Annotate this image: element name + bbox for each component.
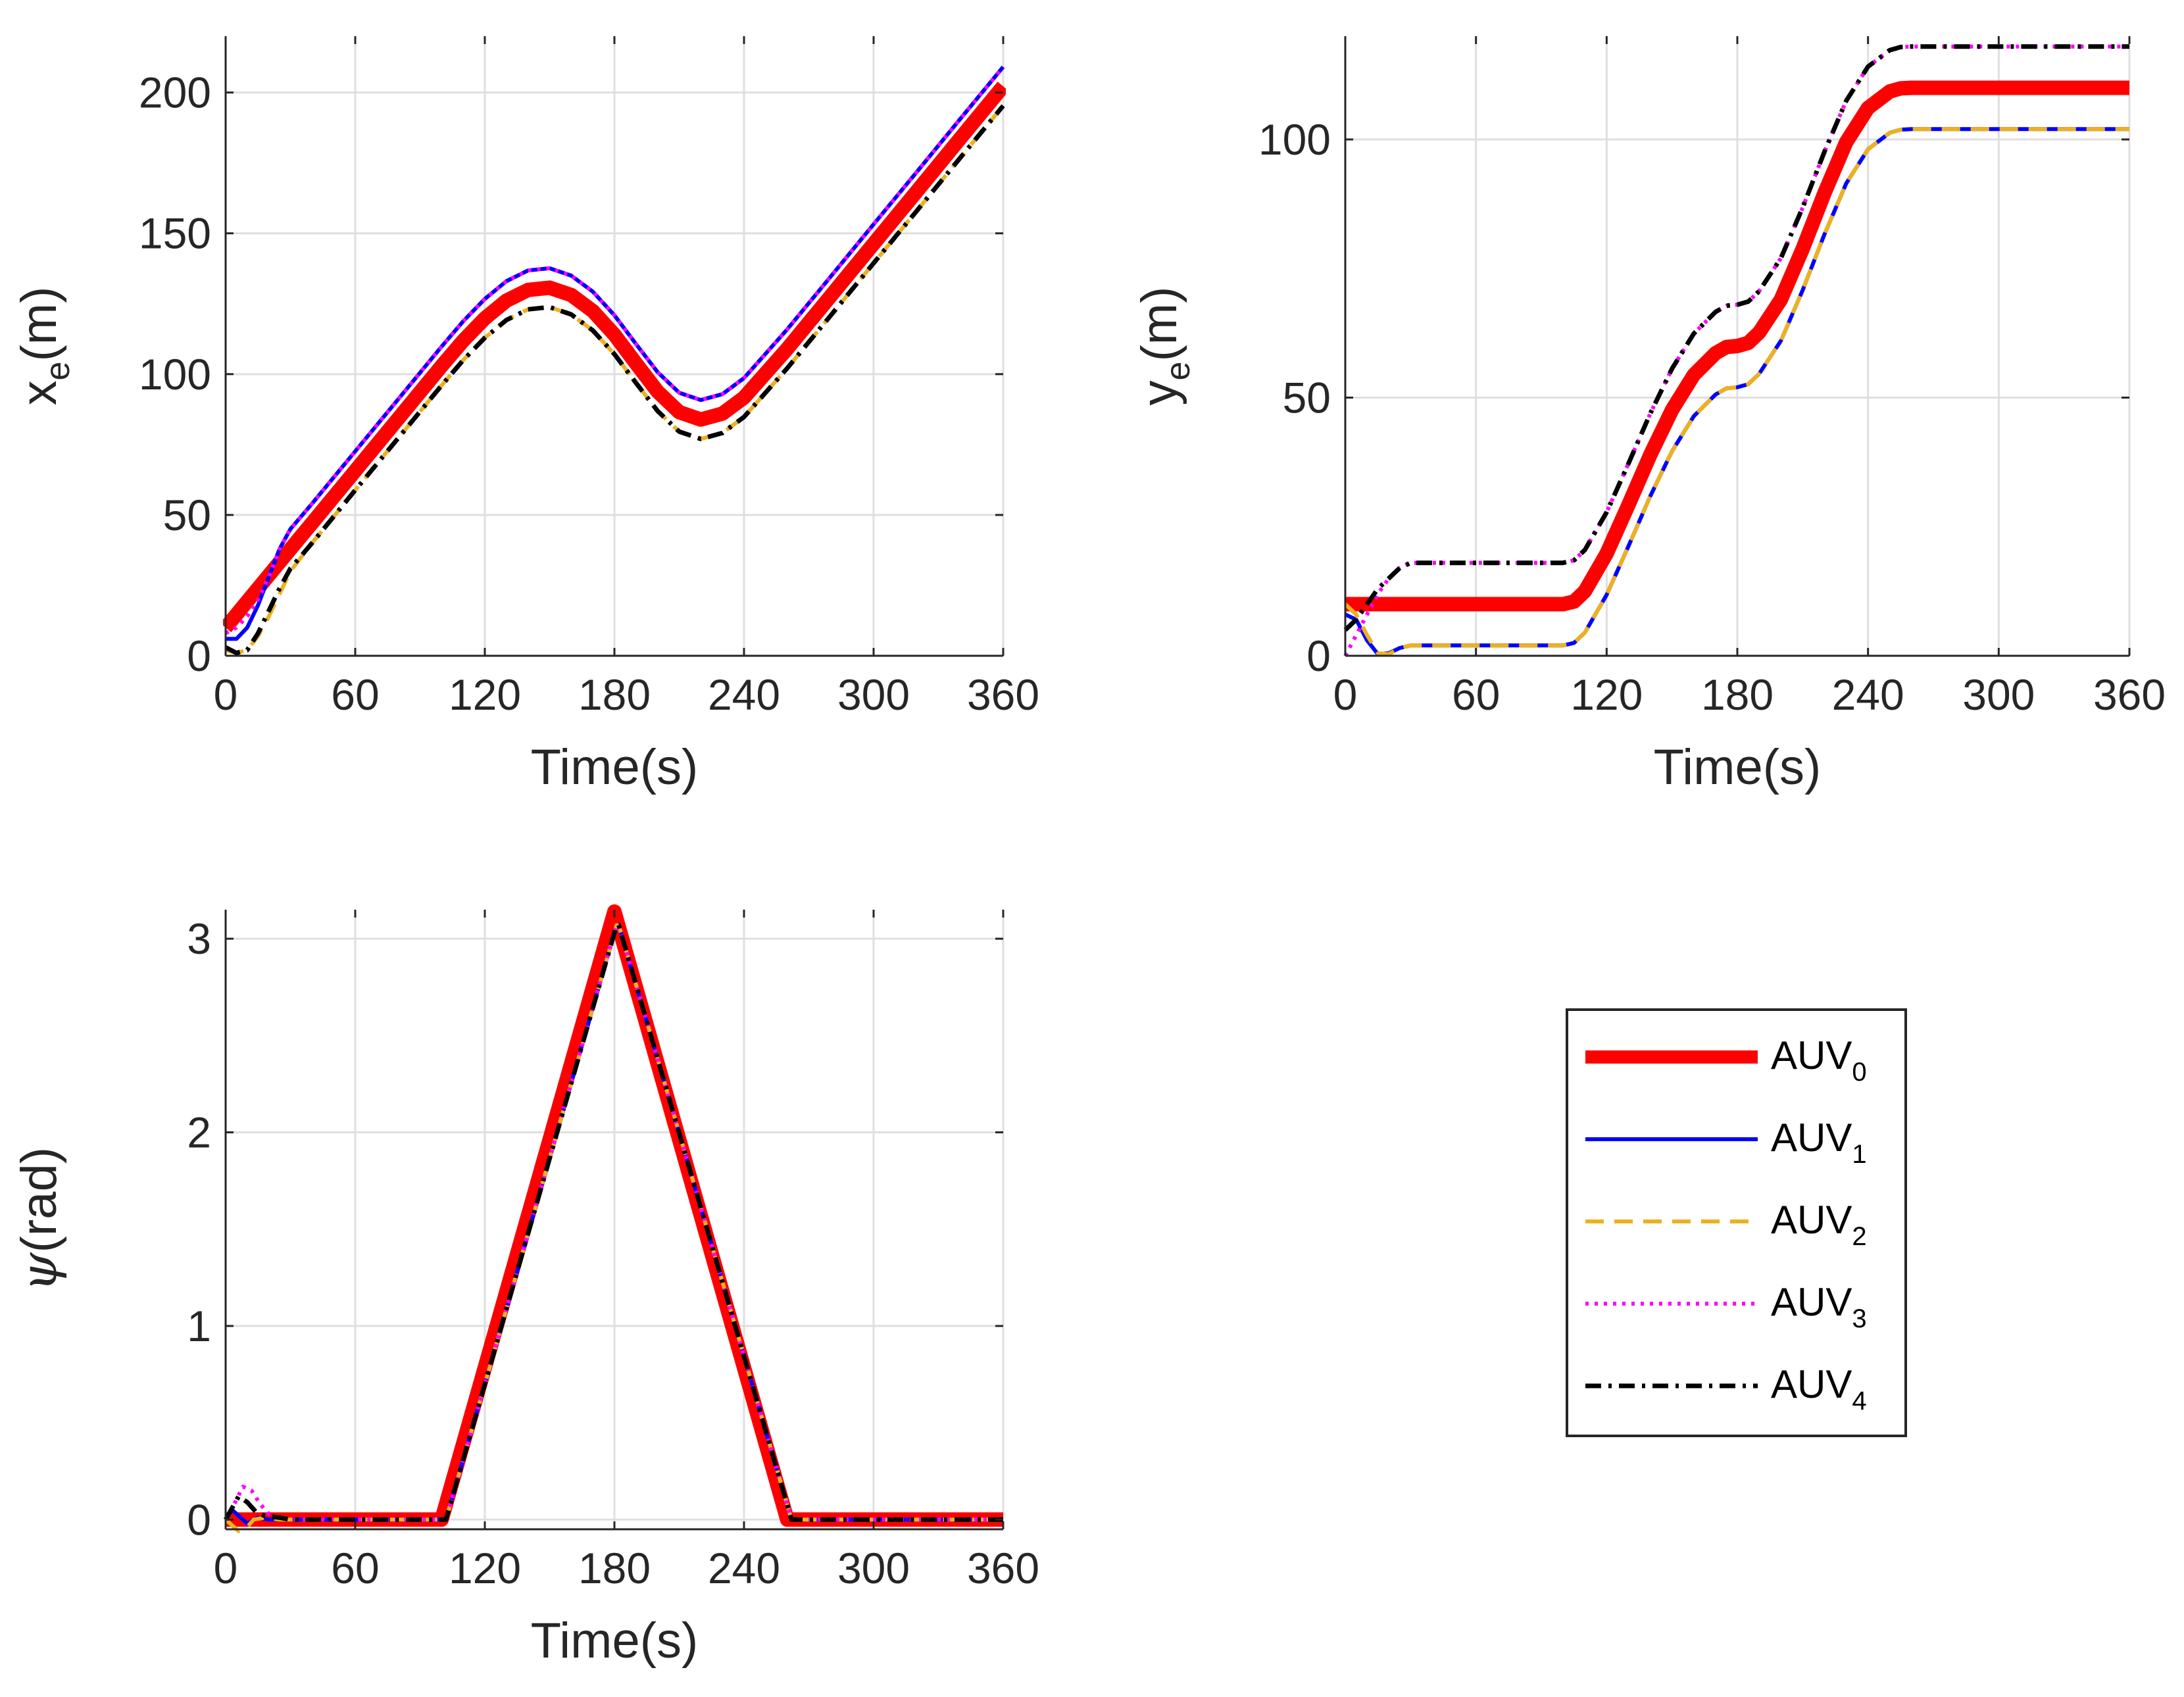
y-tick-label: 200 (139, 68, 211, 117)
y-tick-label: 0 (187, 631, 211, 680)
x-tick-label: 60 (331, 1544, 379, 1592)
y-tick-label: 100 (139, 350, 211, 399)
legend-label-auv0: AUV0 (1771, 1033, 1867, 1087)
y-label-unit: (rad) (11, 1147, 67, 1252)
x-tick-label: 360 (967, 670, 1039, 719)
y-label-symbol: x (11, 380, 67, 405)
series-line-auv4 (224, 104, 1005, 656)
y-tick-label: 2 (187, 1108, 211, 1157)
x-tick-label: 0 (214, 1544, 238, 1592)
series-line-auv2 (224, 923, 1003, 1533)
series-line-auv0 (1345, 80, 2129, 612)
y-label-unit: (m) (1131, 287, 1187, 362)
x-tick-label: 60 (1452, 670, 1500, 719)
x-tick-label: 0 (1333, 670, 1358, 719)
x-tick-label: 60 (331, 670, 379, 719)
x-tick-label: 120 (449, 1544, 521, 1592)
legend: AUV0 AUV1 AUV2 AUV3 AUV4 (1566, 1008, 1907, 1437)
ye-series-group (1343, 44, 2129, 657)
xe-x-axis-label: Time(s) (531, 739, 699, 795)
xe-y-axis-label: xe(m) (11, 287, 77, 406)
x-tick-label: 240 (708, 1544, 780, 1592)
y-label-subscript: e (39, 362, 77, 381)
x-tick-label: 120 (1570, 670, 1643, 719)
legend-label-auv3: AUV3 (1771, 1280, 1867, 1333)
x-tick-label: 360 (2093, 670, 2166, 719)
x-tick-label: 180 (1701, 670, 1774, 719)
y-tick-label: 0 (1306, 631, 1331, 680)
y-tick-label: 1 (187, 1302, 211, 1350)
x-tick-label: 240 (708, 670, 780, 719)
y-tick-label: 150 (139, 209, 211, 258)
x-tick-label: 300 (837, 1544, 910, 1592)
series-line-auv2 (1343, 127, 2129, 656)
series-line-auv3 (224, 65, 1005, 635)
x-tick-label: 360 (967, 1544, 1039, 1592)
y-tick-label: 50 (1283, 374, 1331, 422)
ye-x-axis-label: Time(s) (1654, 739, 1822, 795)
psi-y-axis-label: ψ(rad) (9, 1147, 68, 1292)
x-tick-label: 0 (214, 670, 238, 719)
y-label-symbol: y (1131, 380, 1187, 405)
x-tick-label: 240 (1832, 670, 1904, 719)
legend-label-auv4: AUV4 (1771, 1362, 1867, 1415)
y-tick-label: 0 (187, 1495, 211, 1544)
y-label-subscript: e (1159, 362, 1197, 381)
series-line-auv0 (223, 82, 1006, 633)
y-tick-label: 50 (163, 491, 211, 539)
y-label-symbol: ψ (9, 1252, 68, 1292)
series-line-auv4 (1343, 44, 2129, 632)
xe-plot: 0 60 120 180 240 300 360 0 50 100 150 200 Time(s) xe(… (11, 36, 1039, 795)
x-tick-label: 180 (578, 1544, 651, 1592)
x-tick-label: 300 (1962, 670, 2035, 719)
xe-series-group (223, 65, 1006, 656)
legend-label-auv1: AUV1 (1771, 1116, 1867, 1169)
ye-y-axis-label: ye(m) (1131, 287, 1197, 406)
y-label-unit: (m) (11, 287, 67, 362)
ye-plot: 0 60 120 180 240 300 360 0 50 100 Time(s) ye(m) (1131, 36, 2166, 795)
x-tick-label: 120 (449, 670, 521, 719)
y-tick-label: 3 (187, 914, 211, 963)
x-tick-label: 180 (578, 670, 651, 719)
y-tick-label: 100 (1258, 115, 1331, 164)
legend-label-auv2: AUV2 (1771, 1198, 1867, 1251)
psi-x-axis-label: Time(s) (531, 1613, 699, 1669)
psi-plot: 0 60 120 180 240 300 360 0 1 2 3 Time(s) ψ(rad) (9, 904, 1039, 1669)
x-tick-label: 300 (837, 670, 910, 719)
